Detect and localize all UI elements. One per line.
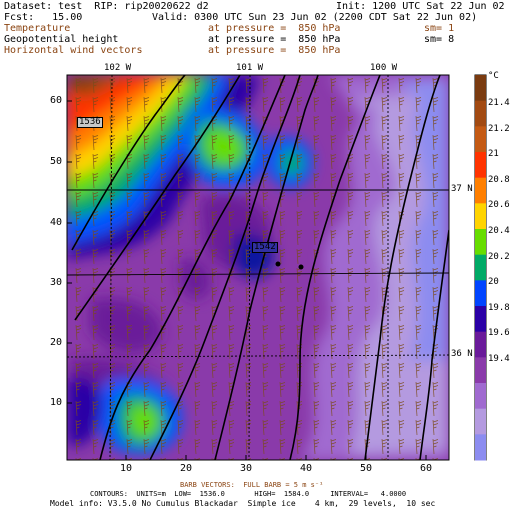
colorbar-cell <box>475 383 486 410</box>
colorbar-label: 20.4 <box>488 226 510 236</box>
y-tick-10: 10 <box>50 397 63 408</box>
x-tick-50: 50 <box>360 463 373 474</box>
colorbar-label: 21.4 <box>488 98 510 108</box>
lon-label-101: 101 W <box>236 63 264 73</box>
colorbar-cell <box>475 152 486 179</box>
field-geopotential-sm: sm= 8 <box>424 34 455 45</box>
field-geopotential: Geopotential height <box>4 34 119 45</box>
x-tick-20: 20 <box>180 463 193 474</box>
y-tick-50: 50 <box>50 156 63 167</box>
lat-label-36: 36 N <box>451 349 473 359</box>
colorbar-label: 19.4 <box>488 354 510 364</box>
colorbar-cell <box>475 229 486 256</box>
forecast-hour: Fcst: 15.00 <box>4 12 83 23</box>
model-info: Model info: V3.5.0 No Cumulus Blackadar … <box>50 499 436 508</box>
field-temperature-level: at pressure = 850 hPa <box>208 23 341 34</box>
colorbar-cell <box>475 203 486 230</box>
init-time: Init: 1200 UTC Sat 22 Jun 02 <box>336 1 505 12</box>
dataset-label: Dataset: test RIP: rip20020622 d2 <box>4 1 209 12</box>
colorbar-cell <box>475 280 486 307</box>
colorbar-cell <box>475 254 486 281</box>
y-tick-30: 30 <box>50 277 63 288</box>
y-tick-20: 20 <box>50 337 63 348</box>
colorbar-label: 21 <box>488 149 499 160</box>
colorbar-unit: °C <box>488 71 499 81</box>
colorbar-label: 19.8 <box>488 302 510 313</box>
colorbar <box>474 74 487 461</box>
colorbar-label: 20 <box>488 277 499 288</box>
contour-legend: CONTOURS: UNITS=m LOW= 1536.0 HIGH= 1584… <box>90 490 407 498</box>
colorbar-cell <box>475 306 486 333</box>
colorbar-cell <box>475 126 486 153</box>
colorbar-cell <box>475 75 486 102</box>
lon-label-102: 102 W <box>104 63 132 73</box>
lon-label-100: 100 W <box>370 63 398 73</box>
field-wind-level: at pressure = 850 hPa <box>208 45 341 56</box>
colorbar-cell <box>475 331 486 358</box>
field-wind: Horizontal wind vectors <box>4 45 143 56</box>
colorbar-cell <box>475 177 486 204</box>
y-tick-40: 40 <box>50 217 63 228</box>
x-tick-60: 60 <box>420 463 433 474</box>
field-geopotential-level: at pressure = 850 hPa <box>208 34 341 45</box>
contour-label-1536: 1536 <box>77 117 103 128</box>
x-tick-10: 10 <box>120 463 133 474</box>
valid-time: Valid: 0300 UTC Sun 23 Jun 02 (2200 CDT … <box>152 12 478 23</box>
colorbar-label: 20.6 <box>488 200 510 211</box>
field-temperature: Temperature <box>4 23 71 34</box>
colorbar-label: 19.6 <box>488 328 510 339</box>
lat-label-37: 37 N <box>451 184 473 194</box>
colorbar-cell <box>475 357 486 384</box>
contour-label-1542: 1542 <box>252 242 278 253</box>
field-temperature-sm: sm= 1 <box>424 23 455 34</box>
colorbar-cell <box>475 100 486 127</box>
x-tick-30: 30 <box>240 463 253 474</box>
plot-frame <box>66 74 450 461</box>
colorbar-label: 21.2 <box>488 123 510 134</box>
y-tick-60: 60 <box>50 95 63 106</box>
colorbar-label: 20.8 <box>488 174 510 185</box>
colorbar-cell <box>475 434 486 461</box>
colorbar-cell <box>475 408 486 435</box>
x-tick-40: 40 <box>300 463 313 474</box>
barb-legend: BARB VECTORS: FULL BARB = 5 m s⁻¹ <box>180 481 324 489</box>
colorbar-label: 20.2 <box>488 251 510 262</box>
temperature-field <box>67 75 449 460</box>
